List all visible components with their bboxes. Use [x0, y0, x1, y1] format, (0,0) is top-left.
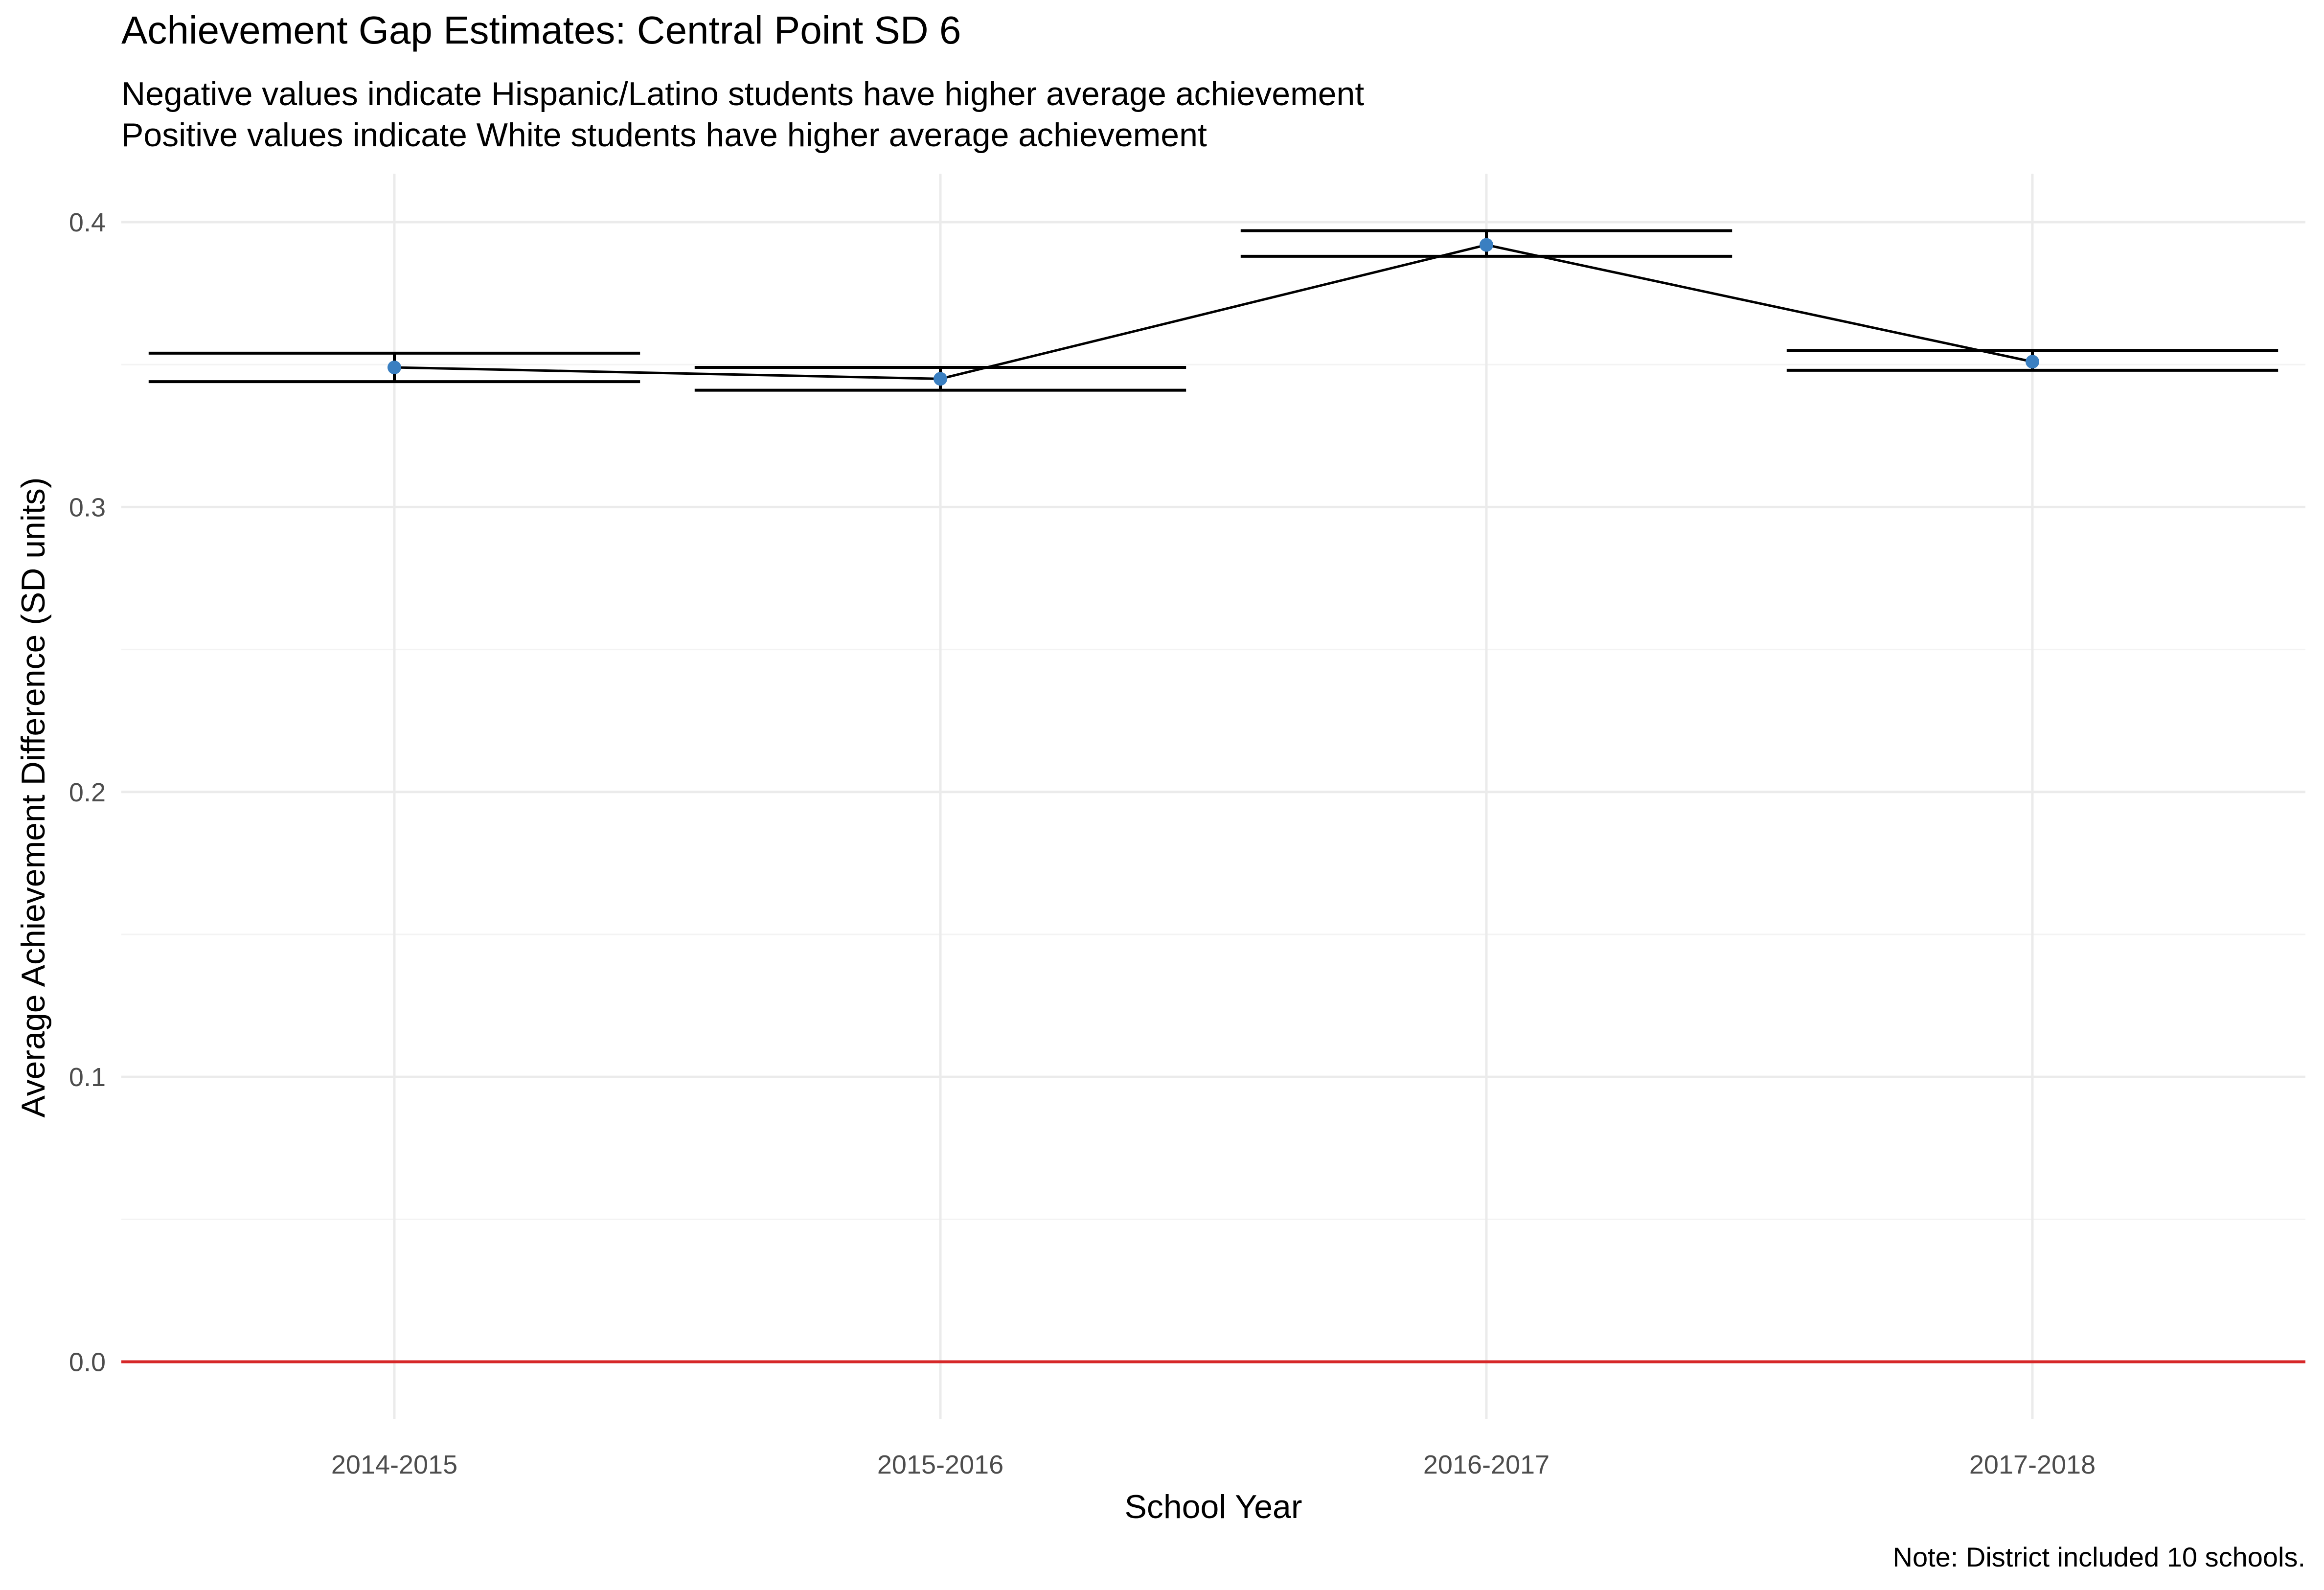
x-axis-label: School Year — [1124, 1488, 1302, 1525]
x-tick-label: 2015-2016 — [877, 1450, 1003, 1479]
x-tick-label: 2016-2017 — [1423, 1450, 1549, 1479]
y-axis-label: Average Achievement Difference (SD units… — [15, 477, 52, 1118]
data-point — [934, 372, 947, 386]
data-point — [2026, 355, 2039, 369]
chart-title: Achievement Gap Estimates: Central Point… — [121, 8, 961, 52]
y-tick-label: 0.3 — [69, 493, 106, 522]
y-tick-label: 0.4 — [69, 208, 106, 237]
x-tick-label: 2017-2018 — [1969, 1450, 2096, 1479]
data-point — [1480, 238, 1493, 252]
y-tick-label: 0.2 — [69, 778, 106, 807]
subtitle-line-2: Positive values indicate White students … — [121, 116, 1207, 154]
data-point — [387, 361, 401, 375]
y-tick-label: 0.0 — [69, 1348, 106, 1377]
chart-subtitle: Negative values indicate Hispanic/Latino… — [121, 73, 1364, 156]
x-tick-label: 2014-2015 — [331, 1450, 457, 1479]
subtitle-line-1: Negative values indicate Hispanic/Latino… — [121, 75, 1365, 113]
chart-caption: Note: District included 10 schools. — [1892, 1542, 2306, 1572]
series-line — [394, 244, 2033, 380]
y-tick-label: 0.1 — [69, 1063, 106, 1092]
